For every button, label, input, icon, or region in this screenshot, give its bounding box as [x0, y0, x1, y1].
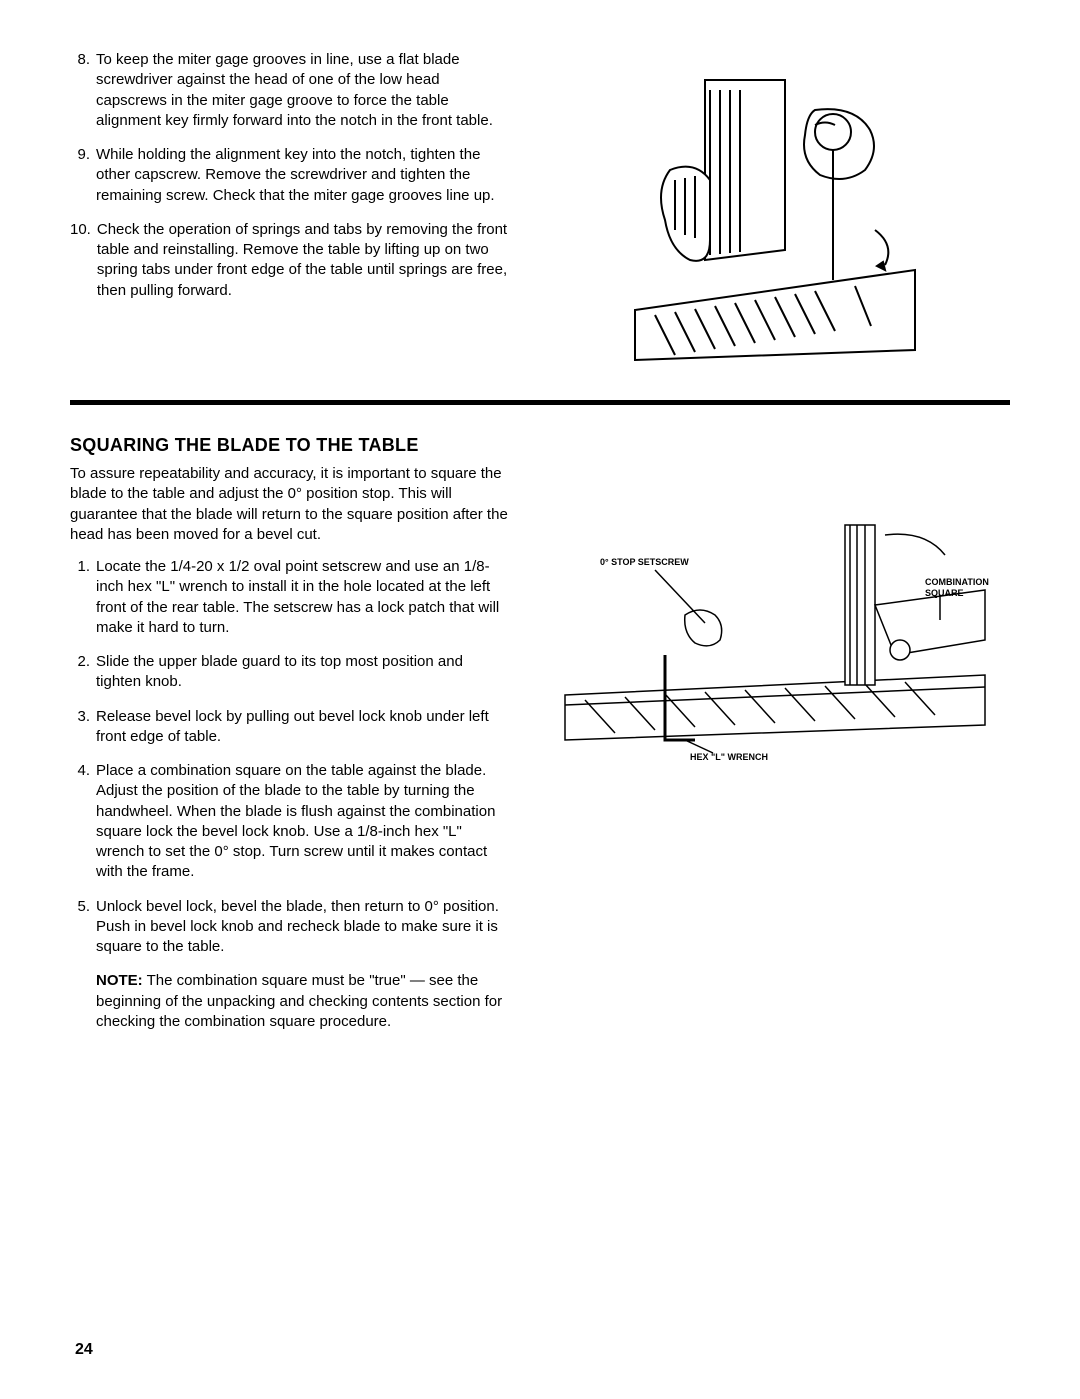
- section-divider: [70, 400, 1010, 405]
- item-text: To keep the miter gage grooves in line, …: [96, 50, 510, 131]
- lower-text-column: SQUARING THE BLADE TO THE TABLE To assur…: [70, 435, 510, 1046]
- list-item: 10. Check the operation of springs and t…: [70, 220, 510, 301]
- item-text: Slide the upper blade guard to its top m…: [96, 652, 510, 693]
- label-setscrew: 0° STOP SETSCREW: [600, 557, 689, 567]
- top-section: 8. To keep the miter gage grooves in lin…: [70, 50, 1010, 370]
- item-text: Release bevel lock by pulling out bevel …: [96, 707, 510, 748]
- note-label: NOTE:: [96, 972, 143, 989]
- item-text: Locate the 1/4-20 x 1/2 oval point setsc…: [96, 557, 510, 638]
- hands-table-illustration: [615, 50, 935, 370]
- list-item: 1. Locate the 1/4-20 x 1/2 oval point se…: [70, 557, 510, 638]
- item-number: 9.: [70, 145, 96, 206]
- list-item: 4. Place a combination square on the tab…: [70, 761, 510, 883]
- label-wrench: HEX "L" WRENCH: [690, 752, 768, 762]
- upper-figure-column: [540, 50, 1010, 370]
- item-number: 3.: [70, 707, 96, 748]
- upper-list: 8. To keep the miter gage grooves in lin…: [70, 50, 510, 301]
- spacer: [70, 971, 96, 1032]
- lower-list: 1. Locate the 1/4-20 x 1/2 oval point se…: [70, 557, 510, 1032]
- note-body: The combination square must be "true" — …: [96, 972, 502, 1030]
- section-intro: To assure repeatability and accuracy, it…: [70, 464, 510, 545]
- list-item: 2. Slide the upper blade guard to its to…: [70, 652, 510, 693]
- list-item: 5. Unlock bevel lock, bevel the blade, t…: [70, 897, 510, 958]
- section-heading: SQUARING THE BLADE TO THE TABLE: [70, 435, 510, 456]
- page-number: 24: [75, 1341, 93, 1359]
- note-text: NOTE: The combination square must be "tr…: [96, 971, 510, 1032]
- item-text: While holding the alignment key into the…: [96, 145, 510, 206]
- item-number: 1.: [70, 557, 96, 638]
- list-item: 9. While holding the alignment key into …: [70, 145, 510, 206]
- upper-text-column: 8. To keep the miter gage grooves in lin…: [70, 50, 510, 370]
- squaring-blade-illustration: 0° STOP SETSCREW COMBINATION SQUARE HEX …: [545, 495, 1005, 795]
- item-text: Check the operation of springs and tabs …: [97, 220, 510, 301]
- list-item: 3. Release bevel lock by pulling out bev…: [70, 707, 510, 748]
- list-item: 8. To keep the miter gage grooves in lin…: [70, 50, 510, 131]
- item-number: 10.: [70, 220, 97, 301]
- note-item: NOTE: The combination square must be "tr…: [70, 971, 510, 1032]
- bottom-section: SQUARING THE BLADE TO THE TABLE To assur…: [70, 435, 1010, 1046]
- item-number: 2.: [70, 652, 96, 693]
- item-number: 4.: [70, 761, 96, 883]
- item-text: Place a combination square on the table …: [96, 761, 510, 883]
- item-text: Unlock bevel lock, bevel the blade, then…: [96, 897, 510, 958]
- item-number: 8.: [70, 50, 96, 131]
- lower-figure-column: 0° STOP SETSCREW COMBINATION SQUARE HEX …: [540, 435, 1010, 1046]
- item-number: 5.: [70, 897, 96, 958]
